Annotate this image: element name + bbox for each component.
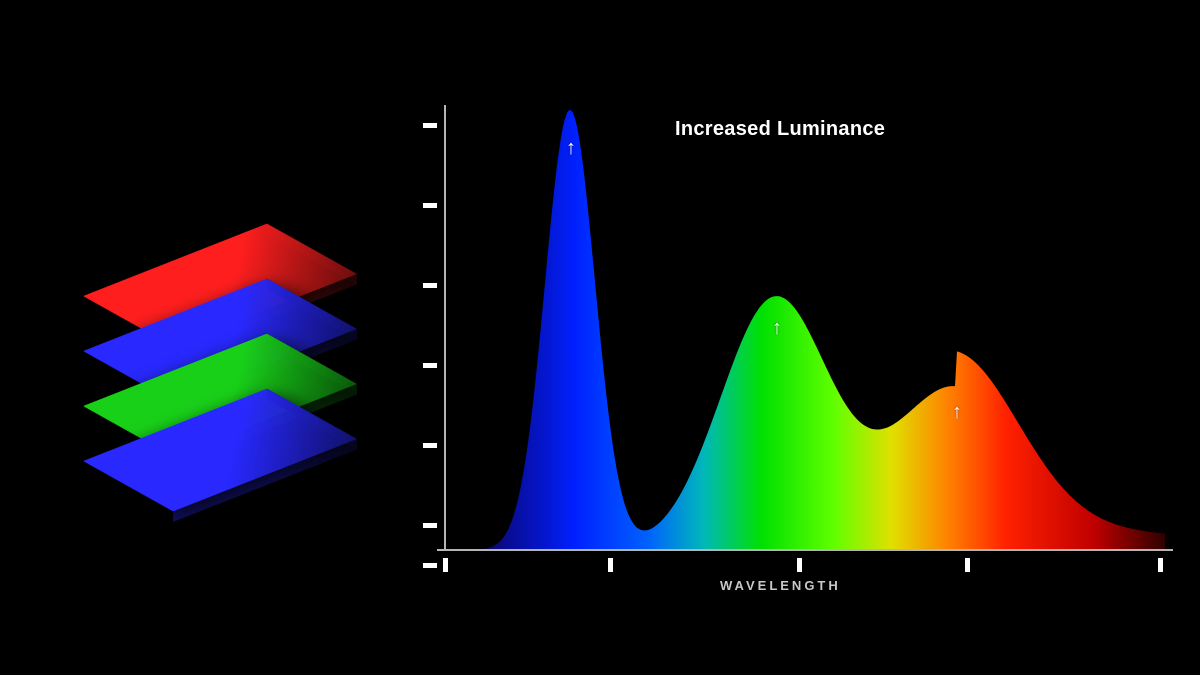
- x-tick: [608, 558, 613, 572]
- y-tick: [423, 203, 437, 208]
- green-arrow-icon: ↑: [772, 318, 782, 338]
- y-tick: [423, 123, 437, 128]
- x-tick: [797, 558, 802, 572]
- red-arrow-icon: ↑: [952, 402, 962, 422]
- rgb-layer-stack: [70, 215, 370, 515]
- spectrum-chart: Increased Luminance WAVELENGTH ↑↑↑: [405, 110, 1165, 560]
- y-tick: [423, 363, 437, 368]
- spectrum-plot: [405, 110, 1165, 560]
- y-tick: [423, 283, 437, 288]
- y-tick: [423, 523, 437, 528]
- x-tick: [443, 558, 448, 572]
- y-tick: [423, 563, 437, 568]
- y-tick: [423, 443, 437, 448]
- x-tick: [965, 558, 970, 572]
- blue-arrow-icon: ↑: [566, 138, 576, 158]
- x-tick: [1158, 558, 1163, 572]
- x-axis-label: WAVELENGTH: [720, 578, 841, 593]
